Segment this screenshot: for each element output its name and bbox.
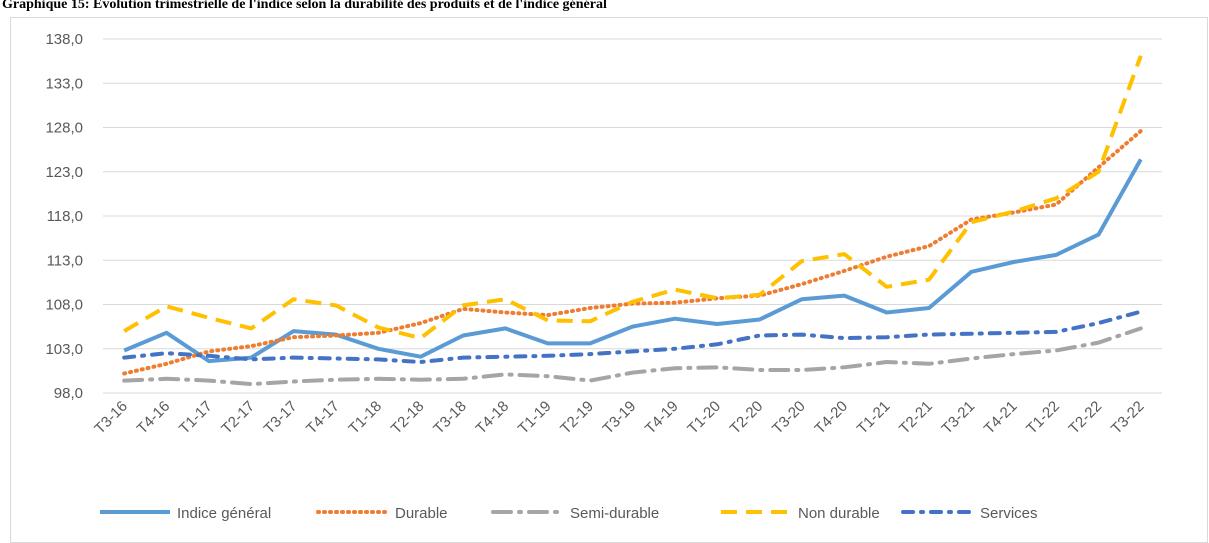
y-tick-label: 123,0 — [45, 164, 83, 181]
x-tick-label: T4-16 — [134, 398, 174, 438]
y-tick-label: 138,0 — [45, 31, 83, 48]
x-tick-label: T1-22 — [1023, 398, 1063, 438]
x-tick-label: T1-21 — [854, 398, 894, 438]
series-line — [122, 326, 1143, 387]
x-tick-label: T3-16 — [91, 398, 131, 438]
y-tick-label: 98,0 — [54, 385, 83, 402]
x-tick-label: T3-22 — [1108, 398, 1148, 438]
y-tick-label: 128,0 — [45, 120, 83, 137]
series-line — [123, 55, 1143, 341]
x-tick-label: T3-17 — [261, 398, 301, 438]
x-tick-label: T1-20 — [684, 398, 724, 438]
x-tick-label: T4-21 — [981, 398, 1021, 438]
x-tick-label: T3-21 — [938, 398, 978, 438]
x-tick-label: T1-19 — [515, 398, 555, 438]
x-tick-label: T4-19 — [642, 398, 682, 438]
x-tick-label: T3-20 — [769, 398, 809, 438]
y-tick-label: 103,0 — [45, 341, 83, 358]
x-tick-label: T2-20 — [727, 398, 767, 438]
x-tick-label: T2-19 — [557, 398, 597, 438]
x-tick-label: T2-17 — [218, 398, 258, 438]
x-tick-label: T1-17 — [176, 398, 216, 438]
x-tick-label: T4-20 — [811, 398, 851, 438]
legend-label: Services — [980, 505, 1038, 522]
x-tick-label: T2-18 — [388, 398, 428, 438]
x-tick-label: T1-18 — [345, 398, 385, 438]
legend-label: Non durable — [798, 505, 880, 522]
x-tick-label: T3-19 — [600, 398, 640, 438]
chart-title: Graphique 15: Evolution trimestrielle de… — [2, 0, 607, 12]
x-tick-label: T2-21 — [896, 398, 936, 438]
legend-label: Durable — [395, 505, 448, 522]
y-tick-label: 133,0 — [45, 75, 83, 92]
x-tick-label: T3-18 — [430, 398, 470, 438]
series-line — [123, 158, 1143, 364]
y-tick-label: 118,0 — [47, 208, 83, 225]
x-tick-label: T4-17 — [303, 398, 343, 438]
series-line — [122, 309, 1143, 364]
legend-label: Indice général — [177, 505, 271, 522]
x-tick-label: T2-22 — [1066, 398, 1106, 438]
y-tick-label: 113,0 — [47, 252, 83, 269]
legend-label: Semi-durable — [570, 505, 659, 522]
chart-frame — [10, 17, 1208, 543]
y-tick-label: 108,0 — [45, 297, 83, 314]
series-line — [122, 129, 1143, 376]
x-tick-label: T4-18 — [473, 398, 513, 438]
